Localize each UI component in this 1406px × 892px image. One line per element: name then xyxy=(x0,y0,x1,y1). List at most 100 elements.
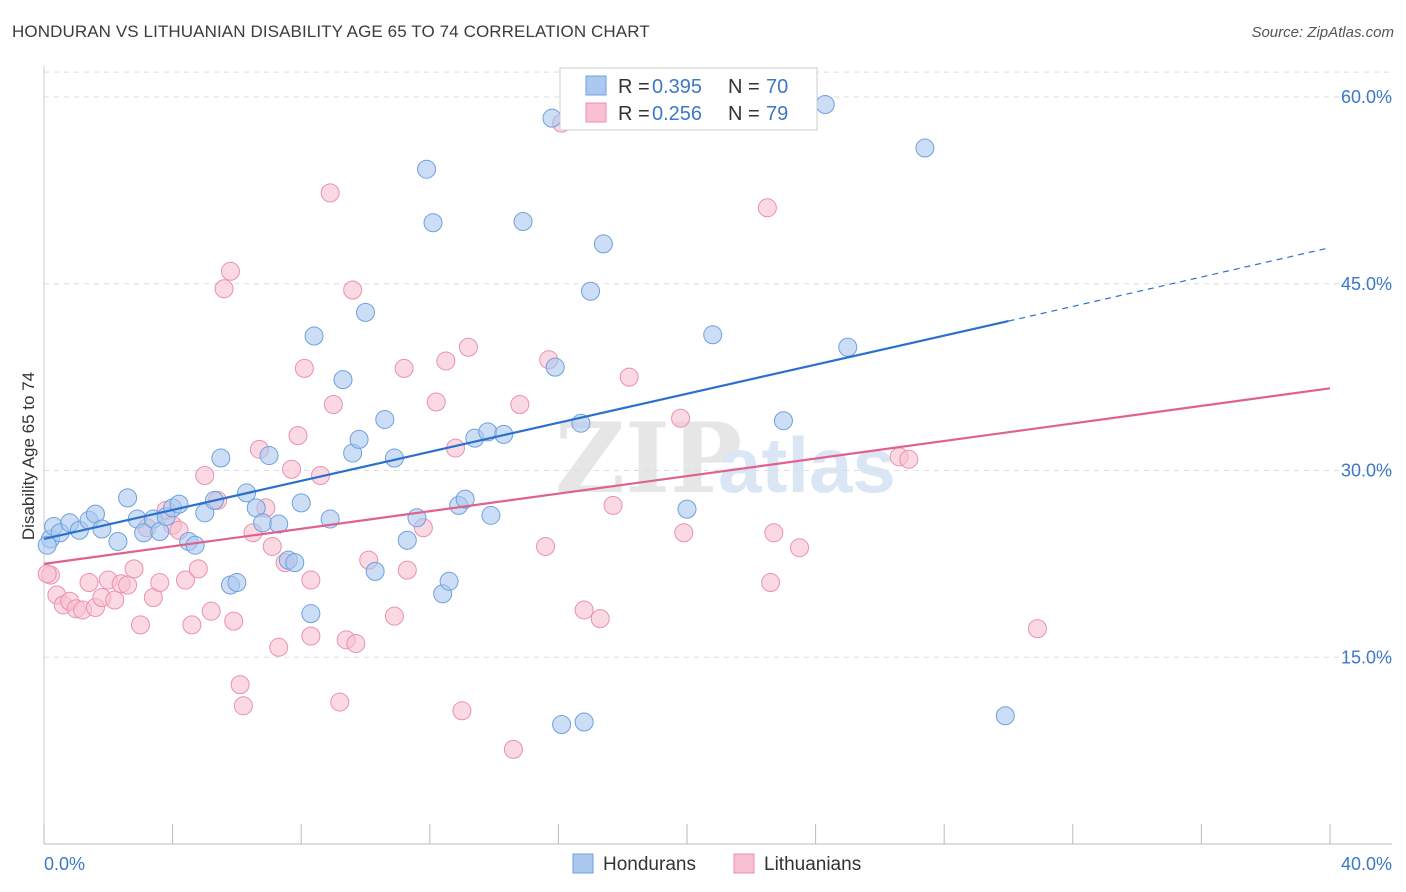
lithuanian-point xyxy=(503,739,523,759)
lithuanian-point xyxy=(175,570,195,590)
honduran-trend-extension xyxy=(1008,247,1331,322)
honduran-point xyxy=(995,706,1015,726)
lithuanian-point xyxy=(619,367,639,387)
x-tick-min: 0.0% xyxy=(44,854,85,874)
legend-n-label-2: N = xyxy=(728,103,760,125)
honduran-point xyxy=(365,561,385,581)
honduran-point xyxy=(513,212,533,231)
lithuanian-point xyxy=(320,183,340,203)
gridlines xyxy=(44,71,1392,658)
honduran-point xyxy=(545,357,565,377)
y-tick-label: 45.0% xyxy=(1341,274,1392,294)
bottom-legend-hondurans: Hondurans xyxy=(603,854,696,875)
lithuanian-point xyxy=(764,523,784,543)
lithuanian-trend-line xyxy=(43,387,1331,565)
honduran-point xyxy=(211,448,231,468)
lithuanian-point xyxy=(790,538,810,558)
honduran-points xyxy=(37,94,1015,734)
lithuanian-point xyxy=(671,408,691,428)
trend-lines xyxy=(43,247,1331,565)
chart-title: HONDURAN VS LITHUANIAN DISABILITY AGE 65… xyxy=(12,22,650,41)
honduran-point xyxy=(349,429,369,449)
honduran-point xyxy=(227,573,247,593)
honduran-point xyxy=(291,493,311,513)
lithuanian-point xyxy=(118,575,138,595)
honduran-point xyxy=(269,514,289,534)
lithuanian-point xyxy=(105,590,125,610)
honduran-point xyxy=(542,108,562,128)
legend-n-value-2: 79 xyxy=(766,103,788,125)
lithuanian-point xyxy=(452,701,472,721)
y-tick-labels: 15.0% 30.0% 45.0% 60.0% xyxy=(1341,87,1392,667)
lithuanian-point xyxy=(182,615,202,635)
bottom-legend-lithuanians: Lithuanians xyxy=(764,854,861,875)
honduran-point xyxy=(773,411,793,431)
honduran-point xyxy=(356,302,375,322)
honduran-point xyxy=(92,519,112,539)
honduran-point xyxy=(574,712,594,732)
lithuanian-point xyxy=(224,611,244,631)
lithuanian-point xyxy=(195,465,215,485)
lithuanian-point xyxy=(188,559,208,579)
legend-n-value-1: 70 xyxy=(766,76,788,98)
lithuanian-point xyxy=(294,358,314,378)
legend-box: R = 0.395 N = 70 R = 0.256 N = 79 xyxy=(559,67,818,131)
honduran-point xyxy=(815,94,835,114)
honduran-point xyxy=(915,138,935,158)
lithuanian-point xyxy=(574,600,594,620)
honduran-point xyxy=(703,325,723,345)
honduran-point xyxy=(593,234,613,254)
lithuanian-point xyxy=(150,573,170,593)
legend-n-label-1: N = xyxy=(728,76,760,98)
x-tick-max: 40.0% xyxy=(1341,854,1392,874)
lithuanian-point xyxy=(757,198,777,218)
honduran-point xyxy=(333,370,353,390)
bottom-legend-swatch-lithuanians xyxy=(733,853,755,874)
y-axis-label: Disability Age 65 to 74 xyxy=(19,372,38,540)
honduran-point xyxy=(439,571,459,591)
lithuanian-point xyxy=(536,536,556,556)
lithuanian-point xyxy=(436,351,456,371)
y-tick-label: 30.0% xyxy=(1341,461,1392,481)
legend-swatch-lithuanians xyxy=(585,102,607,123)
honduran-point xyxy=(455,489,475,509)
lithuanian-point xyxy=(301,626,321,646)
lithuanian-point xyxy=(233,696,253,716)
lithuanian-point xyxy=(282,459,302,479)
honduran-point xyxy=(838,337,858,357)
lithuanian-point xyxy=(384,606,404,626)
lithuanian-point xyxy=(330,692,350,712)
lithuanian-point xyxy=(346,634,366,654)
honduran-point xyxy=(481,505,501,525)
honduran-point xyxy=(552,714,572,734)
lithuanian-point xyxy=(397,560,417,580)
honduran-point xyxy=(253,513,273,533)
lithuanian-point xyxy=(79,573,99,593)
honduran-point xyxy=(677,499,697,519)
lithuanian-point xyxy=(394,358,414,378)
bottom-legend: Hondurans Lithuanians xyxy=(572,853,861,875)
lithuanian-point xyxy=(603,495,623,515)
lithuanian-point xyxy=(230,675,250,695)
lithuanian-point xyxy=(590,609,610,629)
lithuanian-point xyxy=(220,261,240,281)
lithuanian-point xyxy=(458,337,478,357)
lithuanian-point xyxy=(124,559,144,579)
lithuanian-point xyxy=(301,570,321,590)
lithuanian-point xyxy=(1027,619,1047,639)
lithuanian-point xyxy=(899,449,919,469)
honduran-point xyxy=(285,553,305,573)
honduran-point xyxy=(375,409,395,429)
honduran-point xyxy=(118,488,138,508)
lithuanian-point xyxy=(323,395,343,415)
lithuanian-point xyxy=(674,523,694,543)
lithuanian-point xyxy=(37,564,57,584)
honduran-point xyxy=(108,531,128,551)
watermark-atlas: atlas xyxy=(718,421,896,509)
honduran-point xyxy=(581,281,601,301)
lithuanian-point xyxy=(761,573,781,593)
legend-r-value-1: 0.395 xyxy=(652,76,702,98)
legend-r-label-1: R = xyxy=(618,76,650,98)
honduran-point xyxy=(304,326,324,346)
